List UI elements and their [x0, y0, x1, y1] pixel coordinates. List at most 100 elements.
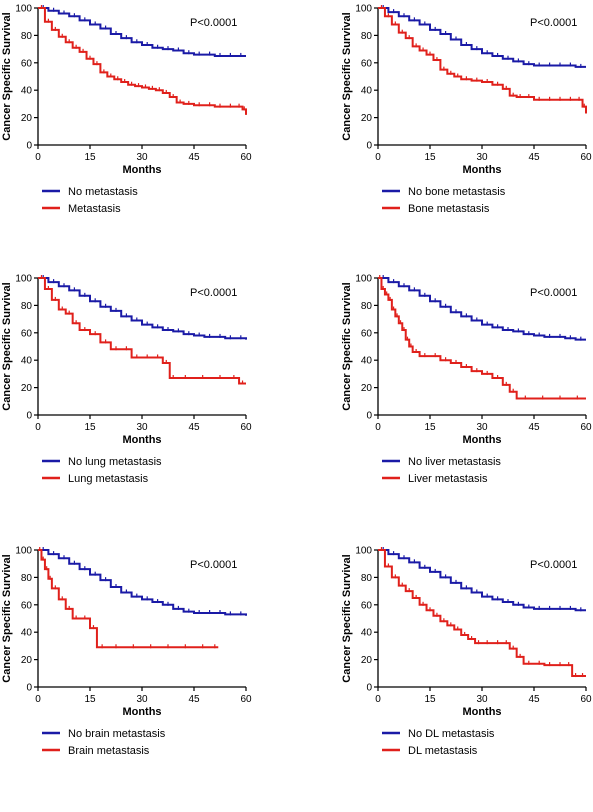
p-value-label: P<0.0001 — [530, 287, 577, 299]
x-tick-label: 60 — [580, 152, 592, 163]
legend-label: Lung metastasis — [68, 473, 149, 485]
x-tick-label: 30 — [476, 152, 488, 163]
y-tick-label: 80 — [21, 573, 33, 584]
x-tick-label: 0 — [35, 422, 41, 433]
x-tick-label: 45 — [528, 152, 540, 163]
x-tick-label: 60 — [580, 422, 592, 433]
y-tick-label: 80 — [361, 573, 373, 584]
x-tick-label: 15 — [424, 152, 436, 163]
y-tick-label: 80 — [21, 301, 33, 312]
y-axis-title: Cancer Specific Survival — [1, 282, 13, 410]
y-tick-label: 20 — [21, 113, 33, 124]
y-axis-title: Cancer Specific Survival — [1, 554, 13, 682]
y-tick-label: 100 — [355, 274, 372, 285]
survival-curve-no-metastasis — [38, 277, 247, 340]
x-tick-label: 60 — [240, 422, 252, 433]
x-tick-label: 0 — [35, 152, 41, 163]
y-tick-label: 80 — [361, 301, 373, 312]
legend-label: No metastasis — [68, 186, 138, 198]
p-value-label: P<0.0001 — [190, 559, 237, 571]
km-plot-svg: 0 20 40 60 80 100 0 15 30 45 60 Cancer Specific Sur… — [341, 546, 592, 758]
legend-label: DL metastasis — [408, 745, 478, 757]
km-plot-svg: 0 20 40 60 80 100 0 15 30 45 60 Cancer Specific Sur… — [1, 274, 252, 486]
km-panel-bone-metastasis: 0 20 40 60 80 100 0 15 30 45 60 Cancer Specific Sur… — [340, 0, 593, 270]
survival-curve-no-metastasis — [378, 277, 586, 341]
y-tick-label: 100 — [15, 546, 32, 557]
y-tick-label: 80 — [21, 31, 33, 42]
legend-label: No DL metastasis — [408, 728, 495, 740]
y-tick-label: 60 — [361, 600, 373, 611]
figure-canvas: 0 20 40 60 80 100 0 15 30 45 60 Cancer Specific Sur… — [0, 0, 593, 758]
x-tick-label: 45 — [528, 694, 540, 705]
x-tick-label: 45 — [188, 422, 200, 433]
y-tick-label: 40 — [361, 628, 373, 639]
y-tick-label: 60 — [361, 58, 373, 69]
legend-label: Metastasis — [68, 203, 121, 215]
x-tick-label: 45 — [188, 152, 200, 163]
y-tick-label: 0 — [366, 683, 372, 694]
x-axis-title: Months — [462, 706, 501, 718]
survival-curve-metastasis — [38, 277, 246, 385]
x-axis-title: Months — [462, 164, 501, 176]
y-tick-label: 40 — [361, 356, 373, 367]
x-tick-label: 0 — [35, 694, 41, 705]
x-axis-title: Months — [122, 434, 161, 446]
legend-label: Brain metastasis — [68, 745, 150, 757]
y-axis-title: Cancer Specific Survival — [341, 282, 353, 410]
x-tick-label: 15 — [424, 422, 436, 433]
survival-curve-metastasis — [378, 549, 586, 678]
x-tick-label: 30 — [136, 152, 148, 163]
km-plot-svg: 0 20 40 60 80 100 0 15 30 45 60 Cancer Specific Sur… — [1, 546, 252, 758]
x-tick-label: 30 — [136, 422, 148, 433]
km-plot-svg: 0 20 40 60 80 100 0 15 30 45 60 Cancer Specific Sur… — [341, 4, 592, 216]
p-value-label: P<0.0001 — [530, 17, 577, 29]
y-tick-label: 20 — [361, 113, 373, 124]
p-value-label: P<0.0001 — [190, 287, 237, 299]
survival-curve-no-metastasis — [378, 7, 586, 68]
x-tick-label: 15 — [84, 694, 96, 705]
x-axis-title: Months — [122, 164, 161, 176]
legend-label: No liver metastasis — [408, 456, 501, 468]
y-tick-label: 40 — [21, 628, 33, 639]
km-panel-brain-metastasis: 0 20 40 60 80 100 0 15 30 45 60 Cancer Specific Sur… — [0, 542, 296, 812]
x-tick-label: 0 — [375, 152, 381, 163]
y-axis-title: Cancer Specific Survival — [341, 12, 353, 140]
x-tick-label: 0 — [375, 422, 381, 433]
x-tick-label: 15 — [84, 422, 96, 433]
y-tick-label: 20 — [361, 655, 373, 666]
survival-curve-no-metastasis — [38, 7, 246, 57]
x-tick-label: 15 — [424, 694, 436, 705]
y-tick-label: 0 — [26, 141, 32, 152]
y-tick-label: 0 — [26, 683, 32, 694]
y-tick-label: 20 — [21, 383, 33, 394]
legend-label: Liver metastasis — [408, 473, 488, 485]
y-tick-label: 60 — [21, 600, 33, 611]
y-tick-label: 60 — [21, 328, 33, 339]
x-tick-label: 0 — [375, 694, 381, 705]
y-tick-label: 100 — [15, 274, 32, 285]
legend-label: Bone metastasis — [408, 203, 490, 215]
p-value-label: P<0.0001 — [190, 17, 237, 29]
x-axis-title: Months — [122, 706, 161, 718]
survival-curve-no-metastasis — [378, 549, 586, 612]
km-plot-svg: 0 20 40 60 80 100 0 15 30 45 60 Cancer Specific Sur… — [341, 274, 592, 486]
km-plot-svg: 0 20 40 60 80 100 0 15 30 45 60 Cancer Specific Sur… — [1, 4, 252, 216]
y-tick-label: 100 — [355, 546, 372, 557]
p-value-label: P<0.0001 — [530, 559, 577, 571]
x-axis-title: Months — [462, 434, 501, 446]
y-tick-label: 0 — [26, 411, 32, 422]
x-tick-label: 15 — [84, 152, 96, 163]
x-tick-label: 30 — [476, 694, 488, 705]
y-tick-label: 20 — [361, 383, 373, 394]
y-tick-label: 40 — [21, 356, 33, 367]
y-axis-title: Cancer Specific Survival — [341, 554, 353, 682]
km-panel-lung-metastasis: 0 20 40 60 80 100 0 15 30 45 60 Cancer Specific Sur… — [0, 270, 296, 540]
y-tick-label: 40 — [361, 86, 373, 97]
survival-curve-metastasis — [378, 7, 587, 114]
y-tick-label: 60 — [21, 58, 33, 69]
y-tick-label: 0 — [366, 411, 372, 422]
y-tick-label: 20 — [21, 655, 33, 666]
legend-label: No bone metastasis — [408, 186, 506, 198]
x-tick-label: 60 — [240, 694, 252, 705]
y-tick-label: 100 — [355, 4, 372, 15]
